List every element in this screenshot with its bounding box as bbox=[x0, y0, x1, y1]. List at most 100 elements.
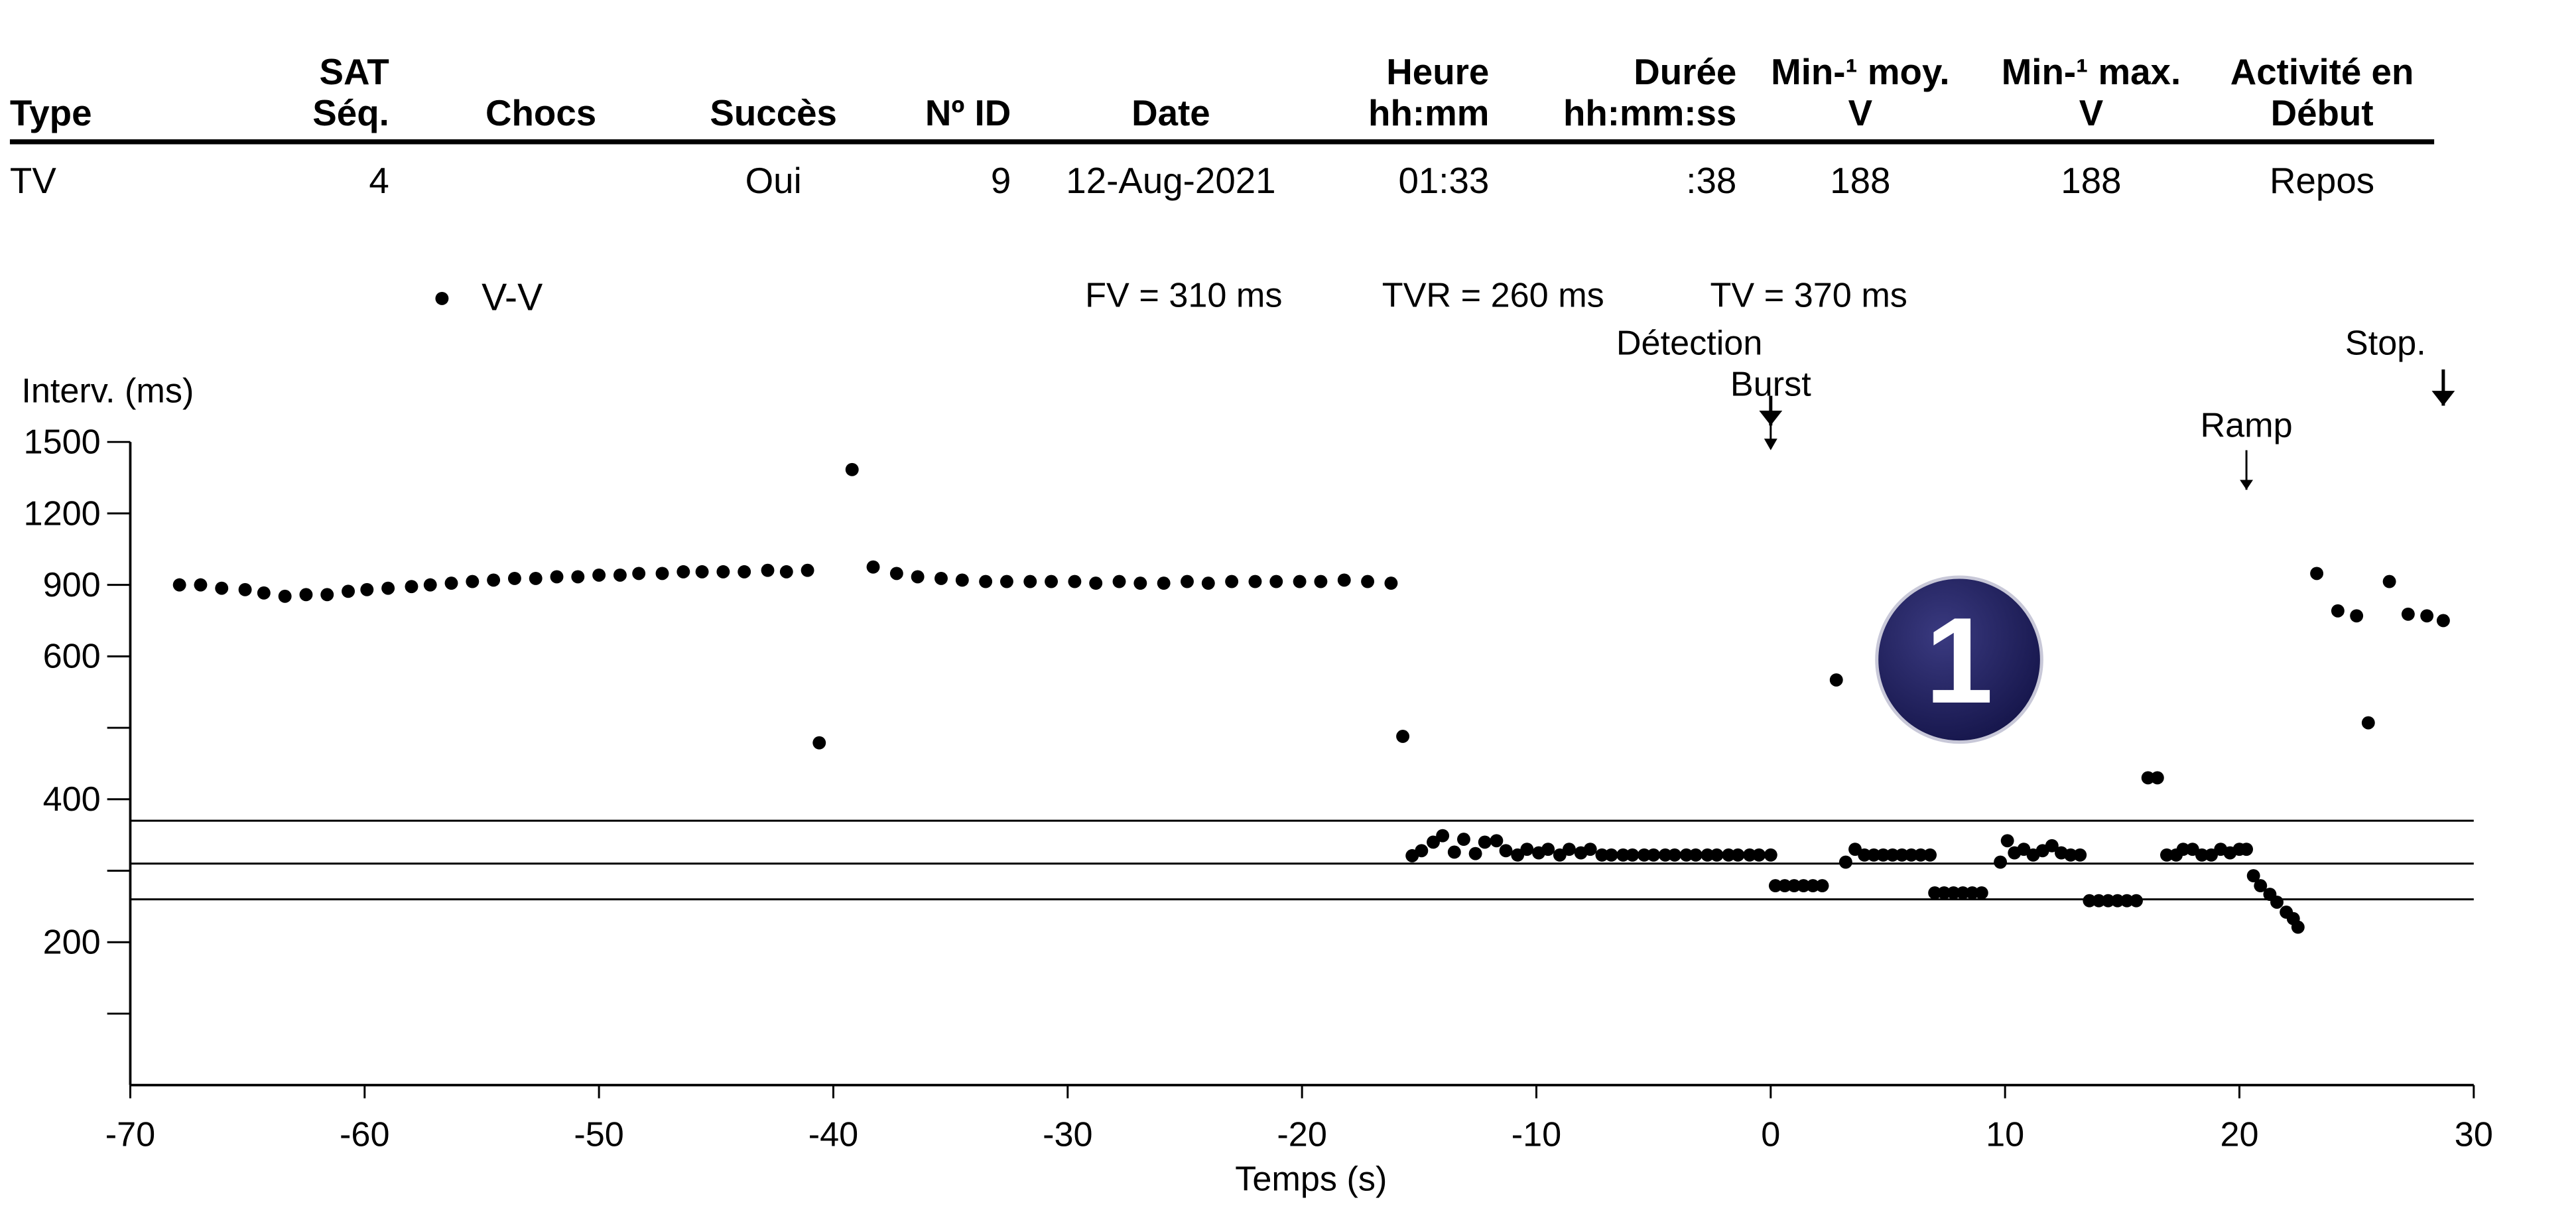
event-arrowhead bbox=[1764, 439, 1777, 450]
data-point bbox=[2331, 604, 2345, 618]
data-point bbox=[2000, 834, 2014, 848]
data-point bbox=[779, 565, 793, 578]
data-point bbox=[845, 462, 859, 476]
data-point bbox=[1456, 833, 1470, 847]
data-point bbox=[1396, 730, 1410, 743]
data-point bbox=[1965, 886, 1979, 900]
data-point bbox=[979, 575, 993, 588]
data-point bbox=[444, 577, 458, 590]
data-point bbox=[2092, 894, 2106, 908]
data-point bbox=[1293, 575, 1307, 588]
data-point bbox=[487, 573, 501, 587]
table-cell: TV bbox=[10, 160, 56, 201]
data-point bbox=[1710, 848, 1724, 862]
reference-label: TVR = 260 ms bbox=[1382, 276, 1604, 314]
data-point bbox=[812, 736, 826, 750]
data-point bbox=[342, 584, 355, 598]
data-point bbox=[2141, 771, 2155, 785]
x-axis-label: Temps (s) bbox=[1235, 1160, 1387, 1199]
y-tick-label: 1500 bbox=[24, 423, 101, 462]
data-point bbox=[1867, 848, 1881, 862]
column-header: SAT bbox=[319, 51, 389, 92]
data-point bbox=[1886, 848, 1900, 862]
data-point bbox=[1647, 848, 1661, 862]
data-point bbox=[2240, 843, 2254, 856]
table-cell: 188 bbox=[1830, 160, 1890, 201]
data-point bbox=[1583, 843, 1597, 856]
data-point bbox=[1956, 886, 1970, 900]
table-cell: Repos bbox=[2270, 160, 2374, 201]
table-cell: Oui bbox=[745, 160, 802, 201]
data-point bbox=[1904, 848, 1918, 862]
y-tick-label: 1200 bbox=[24, 494, 101, 533]
data-point bbox=[1225, 575, 1239, 588]
data-point bbox=[1626, 848, 1640, 862]
data-point bbox=[2195, 848, 2209, 862]
column-header: Activité en bbox=[2230, 51, 2414, 92]
data-point bbox=[889, 567, 903, 580]
data-point bbox=[1768, 879, 1782, 893]
data-point bbox=[215, 581, 229, 595]
y-tick-label: 200 bbox=[43, 923, 101, 962]
x-tick-label: -60 bbox=[340, 1116, 389, 1154]
reference-label: FV = 310 ms bbox=[1085, 276, 1282, 314]
x-tick-label: 10 bbox=[1986, 1116, 2024, 1154]
data-point bbox=[1361, 575, 1375, 588]
data-point bbox=[1947, 886, 1961, 900]
data-point bbox=[1023, 575, 1037, 588]
data-point bbox=[1701, 848, 1714, 862]
data-point bbox=[655, 567, 669, 580]
event-label: Détection bbox=[1616, 324, 1763, 362]
table-cell: :38 bbox=[1686, 160, 1736, 201]
data-point bbox=[866, 560, 880, 574]
data-point bbox=[2101, 894, 2115, 908]
table-cell: 4 bbox=[369, 160, 389, 201]
data-point bbox=[257, 586, 271, 600]
data-point bbox=[1562, 843, 1576, 856]
data-point bbox=[1181, 575, 1194, 588]
data-point bbox=[423, 578, 437, 592]
data-point bbox=[1201, 577, 1215, 590]
x-tick-label: -50 bbox=[574, 1116, 623, 1154]
data-point bbox=[738, 565, 751, 578]
data-point bbox=[381, 581, 395, 595]
data-point bbox=[1595, 848, 1609, 862]
data-point bbox=[529, 571, 543, 585]
x-tick-label: -10 bbox=[1512, 1116, 1561, 1154]
data-point bbox=[2310, 567, 2324, 580]
data-point bbox=[955, 573, 969, 587]
x-tick-label: 20 bbox=[2220, 1116, 2258, 1154]
column-header: Chocs bbox=[485, 92, 596, 133]
column-header: Date bbox=[1131, 92, 1210, 133]
legend-label: V-V bbox=[482, 276, 543, 318]
data-point bbox=[2150, 771, 2164, 785]
data-point bbox=[2291, 920, 2305, 934]
data-point bbox=[1436, 829, 1450, 843]
legend-marker bbox=[435, 291, 449, 305]
data-point bbox=[676, 565, 690, 578]
data-point bbox=[1337, 573, 1351, 587]
column-header: Séq. bbox=[312, 92, 389, 133]
data-point bbox=[801, 563, 814, 577]
column-header: hh:mm bbox=[1368, 92, 1489, 133]
data-point bbox=[1415, 844, 1429, 858]
data-point bbox=[1520, 843, 1534, 856]
column-header: Type bbox=[10, 92, 92, 133]
data-point bbox=[1112, 575, 1126, 588]
data-point bbox=[1468, 847, 1482, 860]
data-point bbox=[571, 570, 585, 584]
data-point bbox=[2176, 843, 2190, 856]
data-point bbox=[1269, 575, 1283, 588]
data-point bbox=[2073, 848, 2087, 862]
data-point bbox=[299, 588, 313, 602]
column-header: Min-¹ max. bbox=[2002, 51, 2181, 92]
column-header: V bbox=[2079, 92, 2104, 133]
data-point bbox=[1829, 673, 1843, 687]
data-point bbox=[507, 571, 521, 585]
data-point bbox=[1994, 855, 2008, 869]
data-point bbox=[194, 578, 208, 592]
column-header: Nº ID bbox=[925, 92, 1011, 133]
data-point bbox=[466, 575, 480, 588]
data-point bbox=[1722, 848, 1736, 862]
data-point bbox=[1133, 577, 1147, 590]
